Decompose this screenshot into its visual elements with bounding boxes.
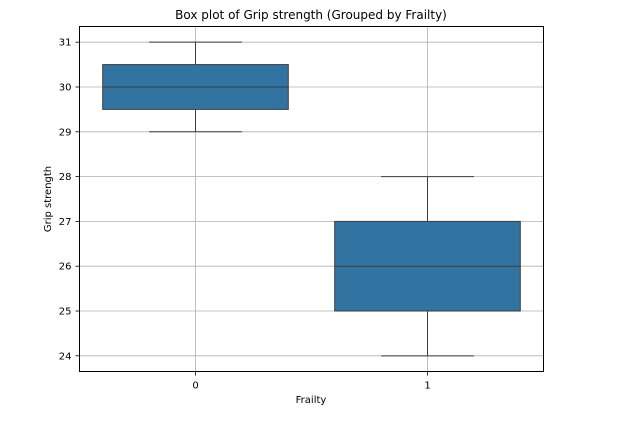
box-group-0 (102, 41, 289, 133)
y-tick-label: 30 (59, 82, 72, 93)
y-tick-label: 24 (59, 351, 72, 362)
y-tick-label: 28 (59, 172, 72, 183)
y-tick-label: 25 (59, 307, 72, 318)
y-tick-label: 29 (59, 127, 72, 138)
y-tick-label: 26 (59, 262, 72, 273)
y-tick-label: 31 (59, 38, 72, 49)
y-axis-label: Grip strength (43, 166, 54, 232)
y-axis-ticks: 24 25 26 27 28 29 30 31 (59, 38, 80, 362)
x-axis-label: Frailty (296, 395, 327, 406)
x-tick-label: 0 (192, 381, 198, 392)
plot-frame (79, 26, 544, 372)
y-tick-label: 27 (59, 217, 72, 228)
box-group-1 (334, 176, 521, 357)
chart-title: Box plot of Grip strength (Grouped by Fr… (175, 8, 447, 22)
x-tick-label: 1 (424, 381, 430, 392)
boxes-layer (102, 41, 521, 357)
